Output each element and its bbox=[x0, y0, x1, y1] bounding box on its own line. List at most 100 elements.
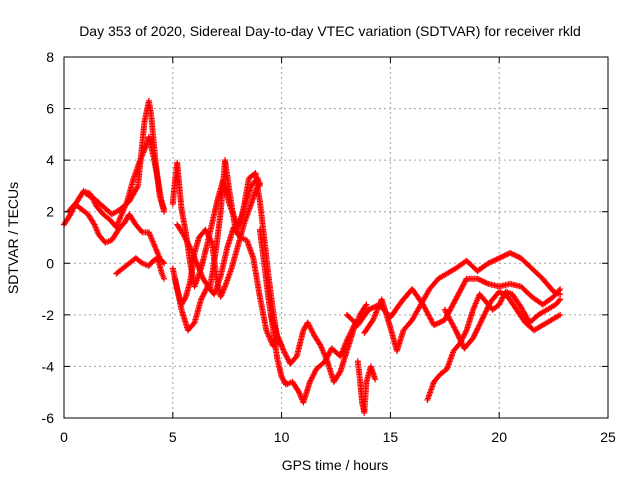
data-point bbox=[451, 325, 458, 332]
data-point bbox=[138, 228, 145, 235]
data-point bbox=[483, 307, 490, 314]
data-point bbox=[507, 249, 514, 256]
data-point bbox=[480, 314, 487, 321]
data-point bbox=[477, 319, 484, 326]
data-point bbox=[453, 328, 460, 335]
data-point bbox=[161, 275, 168, 282]
data-point bbox=[439, 318, 446, 325]
data-point bbox=[482, 308, 489, 315]
series-sat-b bbox=[65, 200, 168, 267]
y-tick-label: 4 bbox=[46, 152, 54, 168]
data-point bbox=[496, 255, 503, 262]
data-point bbox=[474, 325, 481, 332]
data-point bbox=[475, 323, 482, 330]
data-point bbox=[362, 302, 369, 309]
data-point bbox=[477, 277, 484, 284]
data-point bbox=[367, 306, 373, 313]
data-point bbox=[458, 339, 465, 346]
data-point bbox=[557, 311, 564, 318]
y-tick-label: 2 bbox=[46, 204, 54, 220]
data-point bbox=[471, 332, 478, 339]
axes: 0 5 10 15 20 25 -6 -4 -2 0 2 4 6 8 bbox=[42, 49, 616, 445]
data-point bbox=[437, 318, 444, 325]
data-point bbox=[430, 322, 437, 329]
data-point bbox=[478, 277, 485, 284]
data-point bbox=[182, 295, 189, 302]
data-point bbox=[161, 260, 168, 267]
data-point bbox=[485, 303, 492, 310]
series-sat-c bbox=[113, 255, 168, 282]
y-axis-label: SDTVAR / TECUs bbox=[5, 182, 21, 294]
plot-frame bbox=[63, 56, 609, 419]
series-sat-o bbox=[441, 288, 564, 352]
series-sat-m bbox=[361, 249, 564, 354]
x-tick-label: 0 bbox=[60, 429, 68, 445]
y-tick-label: 0 bbox=[46, 255, 54, 271]
data-point bbox=[454, 330, 461, 337]
data-point bbox=[512, 252, 519, 259]
data-point bbox=[456, 334, 463, 341]
data-point bbox=[363, 301, 370, 308]
x-tick-label: 25 bbox=[600, 429, 616, 445]
data-point bbox=[455, 332, 462, 339]
data-point bbox=[515, 253, 522, 260]
data-point bbox=[498, 253, 505, 260]
data-point bbox=[476, 321, 483, 328]
y-tick-label: 6 bbox=[46, 101, 54, 117]
data-point bbox=[474, 275, 481, 282]
data-point bbox=[472, 330, 479, 337]
data-point bbox=[481, 311, 488, 318]
data-point bbox=[475, 276, 482, 283]
series-sat-k bbox=[354, 358, 379, 416]
data-point bbox=[482, 279, 489, 286]
data-point bbox=[484, 305, 491, 312]
data-point bbox=[456, 335, 463, 342]
data-point bbox=[511, 251, 518, 258]
data-point bbox=[478, 317, 485, 324]
data-point bbox=[557, 286, 564, 293]
data-point bbox=[508, 250, 515, 257]
data-point bbox=[481, 278, 488, 285]
data-point bbox=[497, 254, 504, 261]
data-point bbox=[476, 322, 483, 329]
data-point bbox=[365, 306, 372, 313]
data-point bbox=[482, 310, 489, 317]
series-sat-d bbox=[82, 97, 168, 218]
data-point bbox=[500, 253, 507, 260]
data-point bbox=[160, 258, 167, 265]
data-point bbox=[478, 318, 485, 325]
data-point bbox=[557, 291, 564, 298]
data-point bbox=[459, 341, 466, 348]
data-point bbox=[479, 315, 486, 322]
data-point bbox=[436, 319, 443, 326]
data-point bbox=[486, 259, 493, 266]
data-point bbox=[484, 304, 491, 311]
data-point bbox=[457, 337, 464, 344]
data-point bbox=[489, 258, 496, 265]
data-point bbox=[556, 297, 563, 304]
y-tick-label: -6 bbox=[42, 410, 55, 426]
x-tick-label: 5 bbox=[169, 429, 177, 445]
data-point bbox=[494, 255, 501, 262]
x-tick-label: 15 bbox=[383, 429, 399, 445]
data-point bbox=[486, 301, 493, 308]
data-point bbox=[557, 296, 564, 303]
data-point bbox=[470, 335, 477, 342]
data-point bbox=[368, 305, 375, 312]
data-point bbox=[509, 251, 516, 258]
data-point bbox=[435, 320, 441, 327]
data-point bbox=[472, 329, 479, 336]
y-tick-label: -4 bbox=[42, 358, 55, 374]
data-point bbox=[493, 256, 500, 263]
data-point bbox=[432, 321, 439, 328]
series-sat-j bbox=[267, 301, 370, 385]
series-sat-l bbox=[343, 275, 564, 329]
data-point bbox=[433, 320, 440, 327]
chart-title: Day 353 of 2020, Sidereal Day-to-day VTE… bbox=[79, 23, 581, 39]
data-point bbox=[503, 251, 509, 258]
data-point bbox=[483, 280, 490, 287]
data-point bbox=[161, 206, 168, 213]
data-point bbox=[372, 376, 379, 383]
